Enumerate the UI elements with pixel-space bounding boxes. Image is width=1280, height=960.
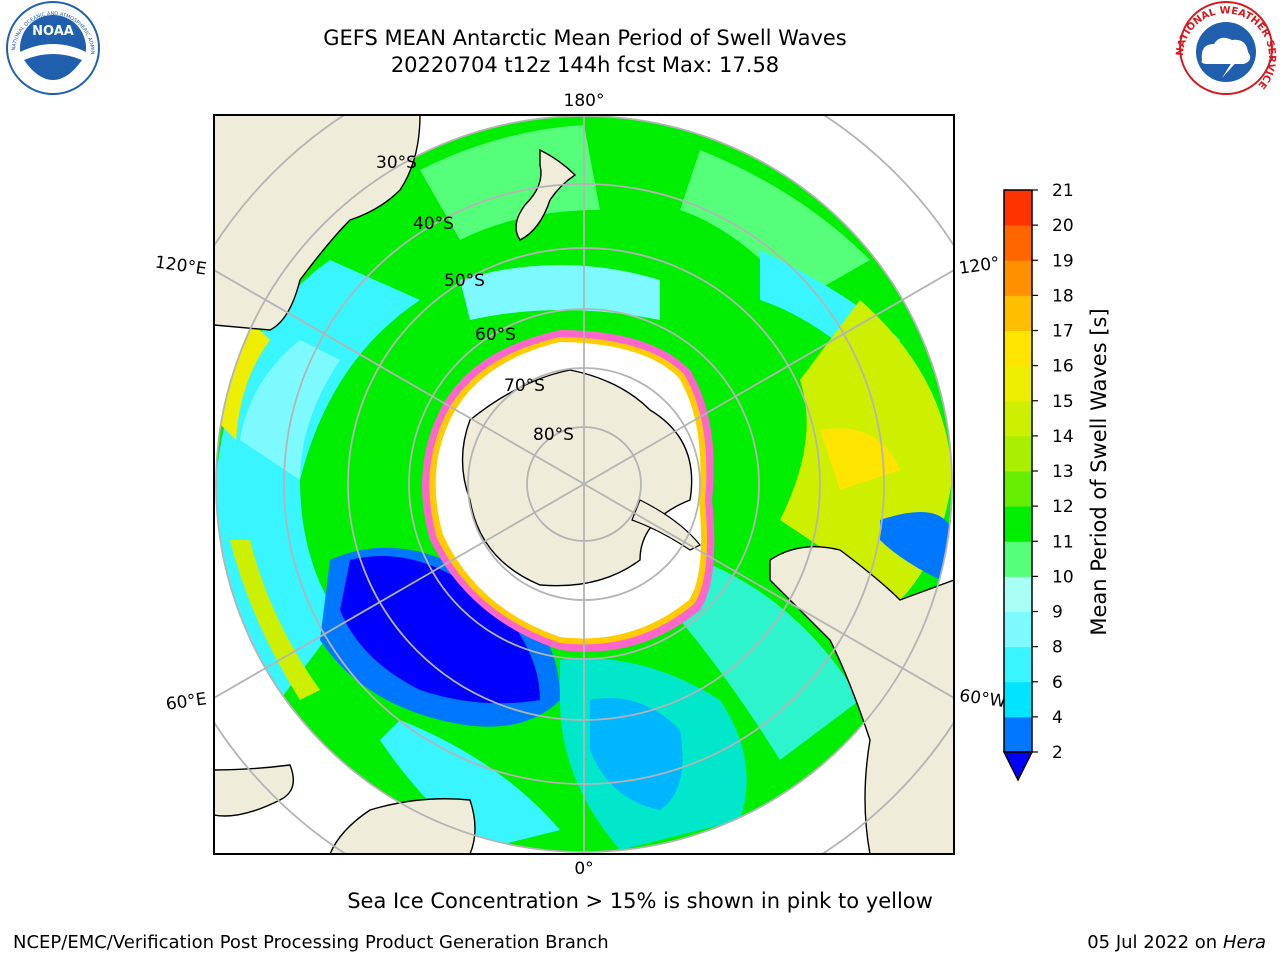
lon-label-120w: 120° <box>958 253 1001 279</box>
colorbar-tick-label: 16 <box>1052 357 1074 377</box>
colorbar-segment <box>1004 330 1032 367</box>
lon-label-0: 0° <box>574 859 593 879</box>
colorbar-tick-label: 12 <box>1052 497 1074 517</box>
noaa-logo: NOAA NATIONAL OCEANIC AND ATMOSPHERIC AD… <box>0 0 100 95</box>
colorbar-segment <box>1004 646 1032 683</box>
graticule <box>214 115 954 854</box>
lat-label-50: 50°S <box>444 271 485 291</box>
colorbar-tick-label: 21 <box>1052 181 1074 201</box>
lon-label-60e: 60°E <box>165 689 208 714</box>
footer-host: Hera <box>1222 932 1266 953</box>
footer-date-text: 05 Jul 2022 on <box>1087 932 1218 953</box>
colorbar-tick-label: 13 <box>1052 462 1074 482</box>
colorbar-tick-label: 9 <box>1052 603 1063 623</box>
longitude-labels: 180° 0° 120°E 60°E 120° 60°W <box>154 91 1008 879</box>
chart-title: GEFS MEAN Antarctic Mean Period of Swell… <box>323 26 847 50</box>
chart-subtitle: 20220704 t12z 144h fcst Max: 17.58 <box>390 53 780 77</box>
colorbar-segment <box>1004 716 1032 753</box>
map-frame <box>213 114 955 855</box>
colorbar-segment <box>1004 400 1032 437</box>
footer-credit: NCEP/EMC/Verification Post Processing Pr… <box>13 932 609 953</box>
nws-logo: NATIONAL WEATHER SERVICE <box>1175 1 1277 95</box>
lat-label-40: 40°S <box>413 214 454 234</box>
lat-label-70: 70°S <box>504 376 545 396</box>
land-masses <box>214 115 954 854</box>
colorbar-tick-label: 19 <box>1052 251 1074 271</box>
colorbar-tick-label: 15 <box>1052 392 1074 412</box>
colorbar-segment <box>1004 260 1032 296</box>
colorbar-tick-label: 14 <box>1052 427 1074 447</box>
colorbar-tick-label: 17 <box>1052 322 1074 342</box>
caption: Sea Ice Concentration > 15% is shown in … <box>347 889 933 913</box>
colorbar-segment <box>1004 611 1032 648</box>
lon-label-60w: 60°W <box>958 686 1007 712</box>
noaa-logo-text: NOAA <box>32 24 74 39</box>
colorbar-segment <box>1004 576 1032 612</box>
colorbar-segment <box>1004 190 1032 226</box>
lat-label-60: 60°S <box>475 325 516 345</box>
lat-label-80: 80°S <box>533 425 574 445</box>
map-area <box>214 115 954 854</box>
footer-date: 05 Jul 2022 on Hera <box>1087 932 1266 953</box>
colorbar-tick-label: 18 <box>1052 286 1074 306</box>
latitude-labels: 30°S 40°S 50°S 60°S 70°S 80°S <box>376 153 574 445</box>
colorbar-segment <box>1004 681 1032 718</box>
colorbar: 2 4 6 8 9 10 11 12 13 14 15 16 17 18 19 20 21 <box>1002 181 1074 782</box>
colorbar-tick-label: 20 <box>1052 216 1074 236</box>
colorbar-segment <box>1004 541 1032 577</box>
colorbar-segment <box>1004 506 1032 542</box>
colorbar-segment <box>1004 225 1032 261</box>
lat-label-30: 30°S <box>376 153 417 173</box>
colorbar-tick-label: 2 <box>1052 743 1063 763</box>
colorbar-tick-label: 4 <box>1052 708 1063 728</box>
colorbar-segment <box>1004 295 1032 331</box>
lon-label-180: 180° <box>564 91 605 111</box>
colorbar-segment <box>1004 471 1032 507</box>
colorbar-tick-label: 6 <box>1052 673 1063 693</box>
colorbar-segment <box>1004 435 1032 472</box>
colorbar-tick-label: 10 <box>1052 567 1074 587</box>
colorbar-tick-label: 8 <box>1052 638 1063 658</box>
colorbar-under-triangle <box>1002 751 1034 782</box>
lon-label-120e: 120°E <box>154 253 208 280</box>
colorbar-segment <box>1004 365 1032 402</box>
colorbar-tick-label: 11 <box>1052 532 1074 552</box>
colorbar-label: Mean Period of Swell Waves [s] <box>1087 308 1111 635</box>
